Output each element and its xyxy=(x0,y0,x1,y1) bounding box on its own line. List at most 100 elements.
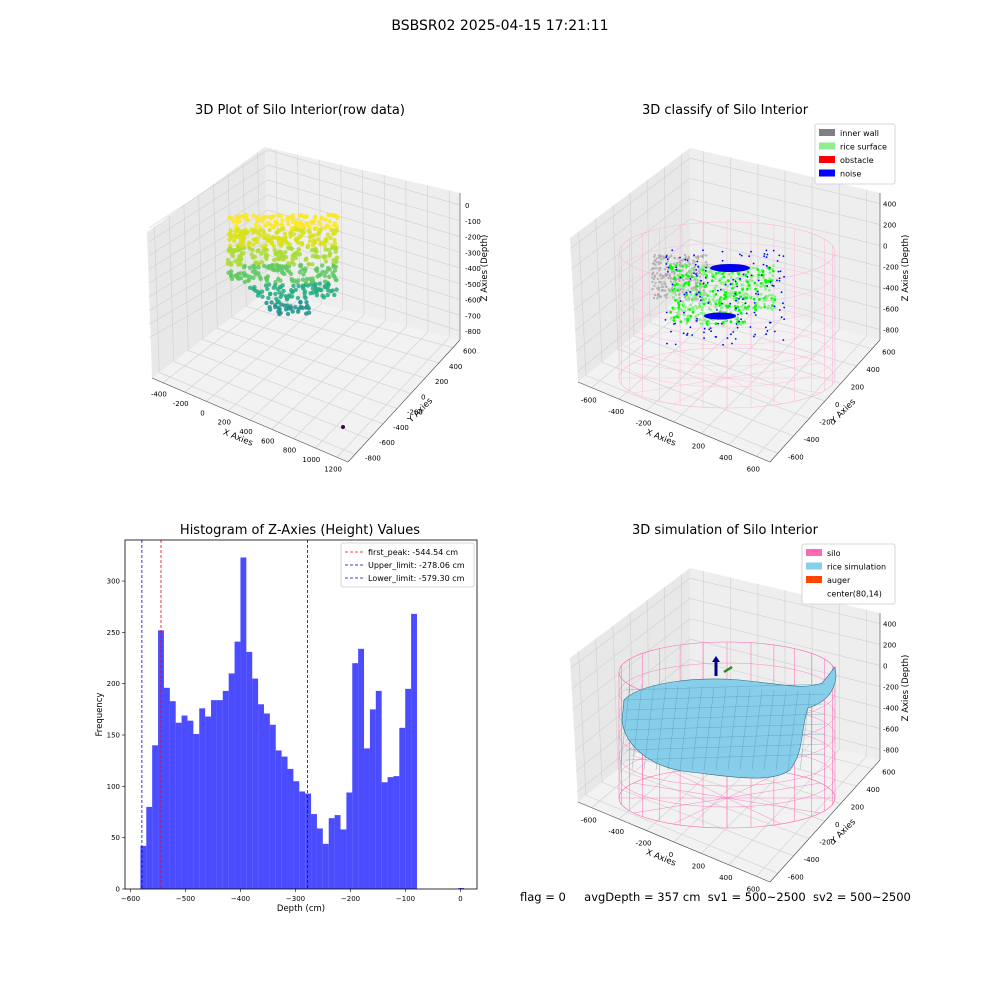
grid-line-y xyxy=(612,205,810,419)
data-point xyxy=(327,274,332,280)
histogram-bar xyxy=(305,793,312,889)
rice-surface-point xyxy=(712,294,716,298)
noise-point xyxy=(707,302,710,304)
rice-surface-point xyxy=(735,297,739,300)
inner-wall-point xyxy=(680,259,683,262)
grid-line-z xyxy=(148,164,461,243)
inner-wall-point xyxy=(696,255,700,259)
rice-surface-point xyxy=(699,285,703,289)
inner-wall-point xyxy=(668,273,671,276)
inner-wall-point xyxy=(694,287,698,290)
inner-wall-point xyxy=(677,257,680,260)
inner-wall-point xyxy=(661,283,664,286)
data-point xyxy=(254,270,259,275)
data-point xyxy=(318,272,323,277)
legend-label: auger xyxy=(827,576,851,585)
data-point xyxy=(332,245,338,251)
x-tick-label: −300 xyxy=(286,895,305,903)
data-point xyxy=(251,263,256,269)
rice-surface-point xyxy=(718,272,722,275)
inner-wall-point xyxy=(670,270,673,274)
rice-surface-point xyxy=(692,288,696,292)
data-point xyxy=(265,221,271,226)
inner-wall-point xyxy=(659,281,662,284)
z-tick-label: -200 xyxy=(883,264,899,272)
data-point xyxy=(229,235,234,240)
rice-surface-point xyxy=(686,318,690,321)
silo-wire-spoke xyxy=(726,362,821,379)
rice-surface-point xyxy=(699,267,702,271)
inner-wall-point xyxy=(657,294,660,297)
data-point xyxy=(246,277,251,283)
rice-surface-point xyxy=(735,282,738,285)
rice-mesh-line xyxy=(787,690,799,771)
y-tick-label: 300 xyxy=(107,578,120,586)
data-point xyxy=(242,279,247,285)
histogram-bar xyxy=(346,792,353,889)
inner-wall-point xyxy=(687,261,690,264)
data-point xyxy=(295,236,300,241)
grid-line-z xyxy=(574,238,881,331)
rice-surface-point xyxy=(747,305,751,308)
noise-point xyxy=(695,273,697,276)
footer-status: flag = 0 avgDepth = 357 cm sv1 = 500~250… xyxy=(520,890,911,904)
rice-surface-point xyxy=(727,272,731,276)
data-point xyxy=(304,256,309,261)
grid-line-y xyxy=(213,184,412,394)
inner-wall-point xyxy=(669,277,672,280)
noise-point xyxy=(691,334,694,336)
rice-surface-point xyxy=(770,267,774,271)
rice-surface-point xyxy=(742,293,746,297)
histogram-bar xyxy=(340,829,347,889)
rice-surface-point xyxy=(764,278,767,282)
data-point xyxy=(273,304,278,310)
noise-point xyxy=(737,313,739,316)
noise-point xyxy=(763,255,765,258)
data-point xyxy=(271,235,276,240)
inner-wall-point xyxy=(666,260,670,263)
noise-point xyxy=(780,291,783,294)
silo-wire-spoke xyxy=(726,782,821,799)
noise-point xyxy=(720,288,722,291)
y-axis-label: Y Axies xyxy=(828,397,858,427)
data-point xyxy=(229,251,235,257)
data-point xyxy=(300,285,305,290)
inner-wall-point xyxy=(655,267,658,270)
noise-point xyxy=(703,331,705,334)
data-point xyxy=(272,257,277,263)
data-point xyxy=(317,281,322,286)
data-point xyxy=(313,240,318,245)
rice-surface-point xyxy=(722,288,725,292)
grid-line-y xyxy=(612,625,810,839)
histogram-bar xyxy=(411,613,417,889)
histogram-bar xyxy=(146,806,153,889)
inner-wall-point xyxy=(666,273,669,276)
y-tick-label: 50 xyxy=(111,834,120,842)
rice-simulation-surface xyxy=(621,666,837,779)
histogram-bar xyxy=(163,687,170,889)
z-axis-label: Z Axies (Depth) xyxy=(480,235,490,302)
rice-surface-point xyxy=(677,313,681,317)
data-point xyxy=(333,277,338,282)
histogram-bar xyxy=(140,845,147,889)
rice-surface-point xyxy=(736,305,740,309)
data-point xyxy=(287,242,292,247)
inner-wall-point xyxy=(651,280,654,284)
noise-point xyxy=(665,311,668,314)
rice-surface-point xyxy=(748,278,752,282)
data-point xyxy=(283,235,288,240)
noise-point xyxy=(766,285,769,287)
data-point xyxy=(251,213,256,218)
data-point xyxy=(247,265,253,270)
inner-wall-point xyxy=(682,279,685,282)
data-point xyxy=(272,247,277,252)
data-point xyxy=(279,302,284,307)
rice-surface-point xyxy=(739,323,743,326)
rice-mesh-line xyxy=(655,685,667,771)
x-tick-label: -200 xyxy=(636,840,652,848)
inner-wall-point xyxy=(699,255,703,258)
data-point xyxy=(235,214,241,220)
histogram-bar xyxy=(375,690,382,889)
noise-point xyxy=(689,291,691,293)
inner-wall-point xyxy=(670,254,673,258)
